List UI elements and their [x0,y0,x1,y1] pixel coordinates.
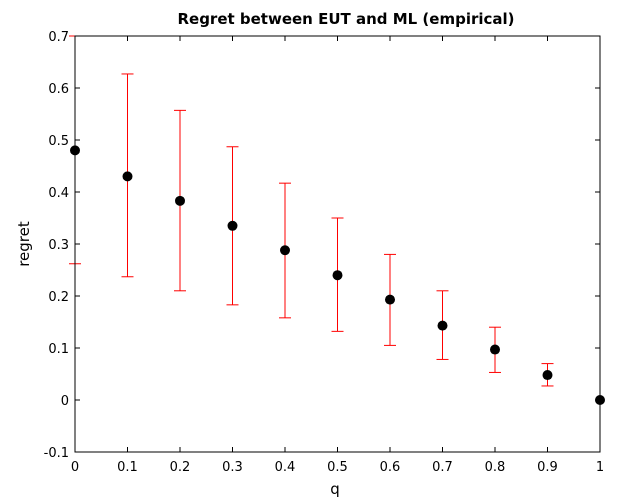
y-tick-label: 0 [61,394,69,409]
x-tick-label: 0.4 [275,460,296,475]
y-tick-label: 0.3 [48,238,69,253]
data-point [122,171,133,182]
x-tick-label: 1 [596,460,604,475]
x-tick-label: 0.7 [432,460,453,475]
x-axis-label: q [330,480,340,498]
x-tick-label: 0.8 [485,460,506,475]
x-tick-label: 0.2 [170,460,191,475]
x-tick-label: 0 [71,460,79,475]
axes: 0 0.1 0.2 0.3 0.4 0.5 0.6 0.7 0.8 0.9 1-0.100.10.2… [44,30,605,475]
data-point [280,245,290,256]
chart-title: Regret between EUT and ML (empirical) [177,10,514,28]
data-point [542,370,553,381]
data-point [332,270,343,281]
y-axis-label: regret [15,221,33,267]
data-point [490,344,500,355]
data-point [385,294,395,305]
x-tick-label: 0.6 [380,460,401,475]
y-tick-label: 0.6 [48,82,69,97]
data-point [227,220,238,231]
x-tick-label: 0.3 [222,460,243,475]
data-marks [69,35,605,405]
y-tick-label: 0.7 [48,30,69,45]
y-tick-label: 0.2 [48,290,69,305]
y-tick-label: 0.5 [48,134,69,149]
y-tick-label: 0.4 [48,186,69,201]
x-tick-label: 0.1 [117,460,138,475]
y-tick-label: -0.1 [44,446,69,461]
y-tick-label: 0.1 [48,342,69,357]
x-tick-label: 0.5 [327,460,348,475]
x-tick-label: 0.9 [537,460,558,475]
data-point [175,195,185,206]
data-point [437,320,448,331]
